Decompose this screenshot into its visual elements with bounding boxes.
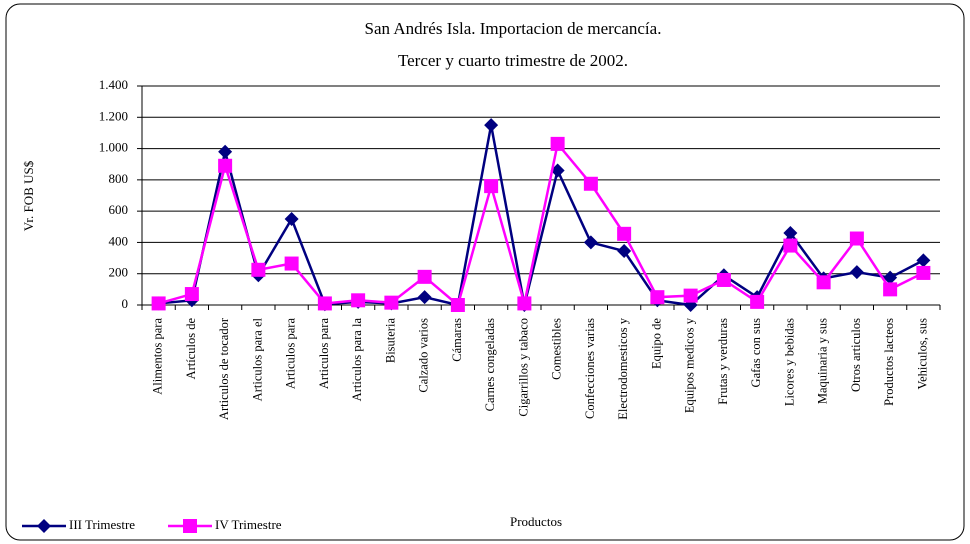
data-point bbox=[151, 296, 166, 311]
data-point bbox=[517, 296, 532, 311]
data-point bbox=[384, 295, 399, 310]
y-tick-label: 600 bbox=[109, 202, 129, 217]
y-tick-label: 800 bbox=[109, 171, 129, 186]
data-point bbox=[849, 231, 864, 246]
data-point bbox=[916, 253, 931, 268]
y-tick-label: 400 bbox=[109, 233, 129, 248]
data-point bbox=[450, 298, 465, 312]
data-point bbox=[550, 163, 565, 178]
data-point bbox=[251, 262, 266, 277]
x-tick-label: Frutas y verduras bbox=[716, 318, 730, 405]
data-point bbox=[816, 275, 831, 290]
x-tick-label: Artículos de bbox=[184, 318, 198, 380]
data-point bbox=[617, 226, 632, 241]
x-tick-label: Calzado varios bbox=[417, 318, 431, 393]
legend-label: IV Trimestre bbox=[215, 517, 282, 532]
y-tick-label: 200 bbox=[109, 265, 129, 280]
data-point bbox=[484, 118, 499, 133]
data-point bbox=[284, 256, 299, 271]
data-point bbox=[583, 235, 598, 250]
data-point bbox=[284, 211, 299, 226]
data-point bbox=[883, 282, 898, 297]
x-tick-label: Licores y bebidas bbox=[782, 318, 796, 406]
chart-border bbox=[5, 3, 965, 541]
x-tick-label: Articulos para bbox=[317, 318, 331, 390]
data-point bbox=[184, 287, 199, 302]
data-point bbox=[650, 290, 665, 305]
x-tick-label: Carnes congeladas bbox=[483, 318, 497, 412]
y-tick-label: 0 bbox=[122, 296, 129, 311]
chart-subtitle: Tercer y cuarto trimestre de 2002. bbox=[398, 51, 628, 70]
x-tick-label: Otros articulos bbox=[849, 318, 863, 392]
x-tick-label: Productos lacteos bbox=[882, 318, 896, 406]
x-tick-label: Cigarrillos y tabaco bbox=[516, 318, 530, 417]
y-axis-label: Vr. FOB US$ bbox=[21, 160, 36, 231]
data-point bbox=[783, 226, 798, 241]
x-tick-label: Articulos para la bbox=[350, 318, 364, 402]
x-tick-label: Maquinaria y sus bbox=[816, 318, 830, 404]
x-tick-label: Equipos medicos y bbox=[683, 317, 697, 413]
x-tick-label: Alimentos para bbox=[151, 318, 165, 395]
data-point bbox=[218, 144, 233, 159]
data-point bbox=[750, 294, 765, 309]
y-tick-label: 1.200 bbox=[99, 108, 128, 123]
data-point bbox=[849, 265, 864, 280]
data-point bbox=[351, 293, 366, 308]
x-tick-label: Vehiculos, sus bbox=[915, 318, 929, 390]
data-point bbox=[916, 265, 931, 280]
x-tick-label: Comestibles bbox=[550, 318, 564, 380]
legend-marker bbox=[37, 519, 51, 533]
y-tick-label: 1.400 bbox=[99, 77, 128, 92]
x-tick-label: Bisuteria bbox=[383, 318, 397, 364]
x-tick-label: Cámaras bbox=[450, 318, 464, 362]
x-tick-label: Articulos para bbox=[284, 318, 298, 390]
data-point bbox=[550, 136, 565, 151]
x-tick-label: Articulos de tocador bbox=[217, 317, 231, 420]
data-point bbox=[883, 270, 898, 285]
x-tick-label: Articulos para el bbox=[250, 317, 264, 401]
x-tick-label: Confecciones varias bbox=[583, 318, 597, 419]
legend-label: III Trimestre bbox=[69, 517, 135, 532]
data-point bbox=[484, 179, 499, 194]
data-point bbox=[683, 288, 698, 303]
data-point bbox=[716, 272, 731, 287]
legend-marker bbox=[183, 519, 197, 533]
y-tick-label: 1.000 bbox=[99, 140, 128, 155]
data-point bbox=[417, 290, 432, 305]
data-point bbox=[783, 238, 798, 253]
x-tick-label: Electrodomesticos y bbox=[616, 317, 630, 419]
data-point bbox=[218, 158, 233, 173]
data-point bbox=[617, 244, 632, 259]
x-tick-label: Equipo de bbox=[649, 318, 663, 369]
data-point bbox=[317, 296, 332, 311]
chart-title: San Andrés Isla. Importacion de mercancí… bbox=[365, 19, 662, 38]
x-tick-label: Gafas con sus bbox=[749, 318, 763, 388]
data-point bbox=[583, 176, 598, 191]
data-point bbox=[417, 269, 432, 284]
x-axis-label: Productos bbox=[510, 514, 562, 529]
